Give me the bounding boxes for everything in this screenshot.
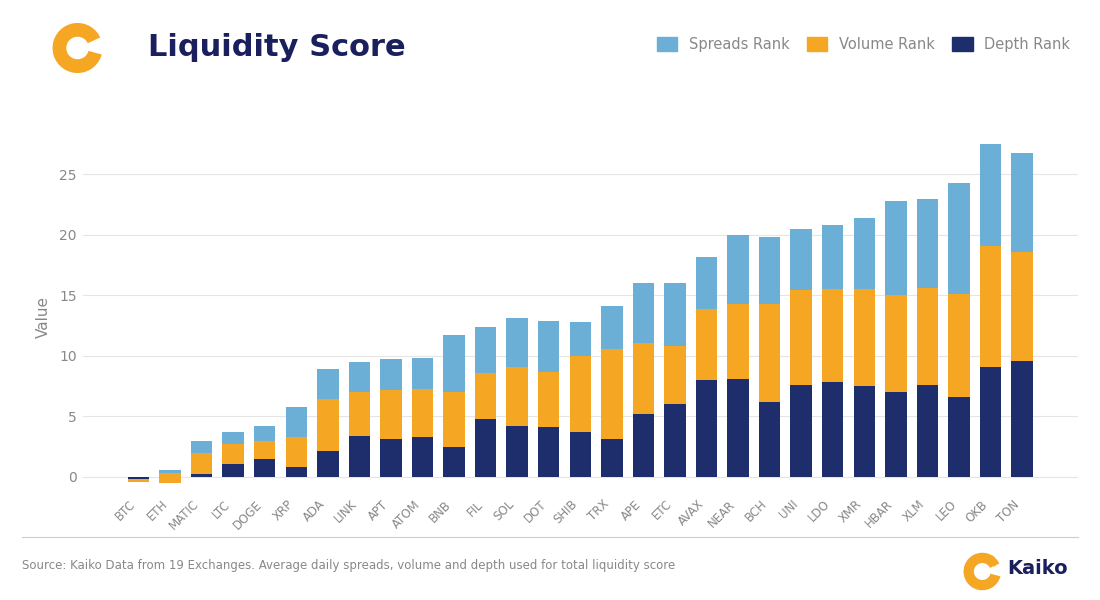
Bar [727,379,749,477]
Bar [475,327,496,373]
Bar [886,392,906,477]
PathPatch shape [53,23,101,73]
Bar [160,470,180,473]
Bar [570,356,591,432]
Bar [632,414,654,477]
Bar [695,257,717,308]
Bar [538,321,560,371]
Bar [916,288,938,385]
Bar [632,343,654,414]
Bar [791,385,812,477]
Bar [317,451,339,477]
Bar [381,439,402,477]
Bar [632,283,654,343]
Bar [948,183,969,294]
Bar [791,290,812,385]
Bar [791,229,812,290]
Bar [191,475,212,477]
Bar [128,479,150,482]
Bar [822,225,844,289]
Bar [538,427,560,477]
Bar [317,400,339,451]
Bar [411,389,433,437]
Bar [980,367,1001,477]
Bar [601,439,623,477]
Bar [475,419,496,477]
Bar [349,436,370,477]
Bar [411,358,433,389]
Bar [286,407,307,437]
Bar [381,359,402,390]
Bar [980,246,1001,367]
Bar [191,440,212,452]
Bar [506,319,528,367]
Bar [317,369,339,400]
Bar [854,218,874,289]
Bar [727,304,749,379]
Bar [980,144,1001,246]
Bar [349,362,370,392]
Bar [160,477,180,483]
Legend: Spreads Rank, Volume Rank, Depth Rank: Spreads Rank, Volume Rank, Depth Rank [651,31,1076,58]
Bar [443,392,465,446]
Bar [411,437,433,477]
Bar [443,446,465,477]
Bar [254,426,275,440]
Bar [443,335,465,392]
Bar [1011,252,1033,361]
Bar [759,237,780,304]
Bar [1011,361,1033,477]
Bar [948,397,969,477]
Bar [191,452,212,475]
Bar [222,464,244,477]
Bar [286,467,307,477]
Bar [222,444,244,464]
PathPatch shape [964,553,1000,590]
Bar [948,294,969,397]
Bar [601,306,623,349]
Bar [695,308,717,380]
Bar [664,404,685,477]
Text: Source: Kaiko Data from 19 Exchanges. Average daily spreads, volume and depth us: Source: Kaiko Data from 19 Exchanges. Av… [22,559,675,572]
Bar [222,432,244,444]
Bar [886,201,906,295]
Bar [570,432,591,477]
Bar [822,382,844,477]
Bar [381,390,402,439]
Bar [916,385,938,477]
Y-axis label: Value: Value [36,295,51,337]
Bar [1011,152,1033,252]
Bar [601,349,623,439]
Bar [254,440,275,458]
Bar [128,477,150,482]
Bar [886,295,906,392]
Bar [475,373,496,419]
Bar [664,346,685,404]
Bar [759,402,780,477]
Bar [254,458,275,477]
Text: Liquidity Score: Liquidity Score [148,33,406,62]
Bar [727,235,749,304]
Bar [286,437,307,467]
Bar [664,283,685,346]
Bar [506,426,528,477]
Bar [160,473,180,483]
Bar [538,371,560,427]
Bar [759,304,780,402]
Bar [854,386,874,477]
Bar [822,289,844,382]
Bar [916,199,938,288]
Bar [506,367,528,426]
Bar [349,392,370,436]
Text: Kaiko: Kaiko [1008,559,1068,578]
Bar [854,289,874,386]
Bar [570,322,591,356]
Bar [695,380,717,477]
